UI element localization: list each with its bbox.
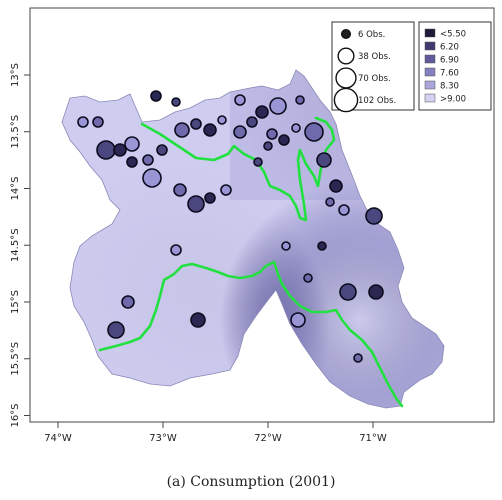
observation-circle xyxy=(126,156,138,168)
observation-circle xyxy=(281,241,291,251)
observation-circle xyxy=(107,321,125,339)
y-tick-label: 13.5°S xyxy=(10,115,21,149)
observation-circle xyxy=(121,295,135,309)
plot-frame xyxy=(29,7,495,423)
size-legend-symbol xyxy=(333,87,359,113)
observation-circle xyxy=(220,184,232,196)
color-legend-swatch xyxy=(424,67,436,77)
color-legend-label: <5.50 xyxy=(440,30,466,40)
size-legend-label: 6 Obs. xyxy=(358,30,385,40)
observation-circle xyxy=(290,312,306,328)
observation-circle xyxy=(338,204,350,216)
y-tick-label: 15.5°S xyxy=(10,342,21,376)
observation-circle xyxy=(317,241,327,251)
figure-caption: (a) Consumption (2001) xyxy=(166,474,336,490)
observation-circle xyxy=(142,168,162,188)
observation-circle xyxy=(150,90,162,102)
size-legend-label: 102 Obs. xyxy=(358,96,396,106)
size-legend-symbol xyxy=(337,47,355,65)
size-legend-label: 70 Obs. xyxy=(358,74,391,84)
x-tick-label: 74°W xyxy=(44,433,72,444)
observation-circle xyxy=(92,116,104,128)
observation-circle xyxy=(203,123,217,137)
observation-circle xyxy=(217,115,227,125)
y-tick-label: 16°S xyxy=(10,403,21,427)
observation-circle xyxy=(96,140,116,160)
observation-circle xyxy=(329,179,343,193)
observation-circle xyxy=(266,128,278,140)
observation-circle xyxy=(255,105,269,119)
observation-circle xyxy=(156,144,168,156)
y-tick-label: 14.5°S xyxy=(10,228,21,262)
observation-circle xyxy=(234,94,246,106)
observation-circle xyxy=(173,183,187,197)
observation-circle xyxy=(190,118,202,130)
observation-circle xyxy=(368,284,384,300)
observation-circle xyxy=(124,136,140,152)
observation-circle xyxy=(190,312,206,328)
observation-circle xyxy=(171,97,181,107)
color-legend-label: 8.30 xyxy=(440,82,459,92)
color-legend-swatch xyxy=(424,41,436,51)
observation-circle xyxy=(174,122,190,138)
observation-circle xyxy=(263,141,273,151)
observation-circle xyxy=(233,125,247,139)
observation-circle xyxy=(187,195,205,213)
y-axis: 13°S 13.5°S 14°S 14.5°S 15°S 15.5°S 16°S xyxy=(10,63,30,428)
observation-circle xyxy=(269,97,287,115)
x-tick-label: 72°W xyxy=(254,433,282,444)
x-tick-label: 73°W xyxy=(149,433,177,444)
observation-circle xyxy=(325,197,335,207)
x-tick-label: 71°W xyxy=(359,433,387,444)
observation-circle xyxy=(304,122,324,142)
size-legend-symbol xyxy=(335,67,357,89)
y-tick-label: 14°S xyxy=(10,176,21,200)
color-legend-swatch xyxy=(424,54,436,64)
observation-circle xyxy=(77,116,89,128)
observation-circle xyxy=(246,116,258,128)
size-legend-label: 38 Obs. xyxy=(358,52,391,62)
observation-circles xyxy=(77,90,384,363)
observation-circle xyxy=(204,192,216,204)
observation-circle xyxy=(142,154,154,166)
observation-circle xyxy=(113,143,127,157)
observation-circle xyxy=(303,273,313,283)
x-axis: 74°W 73°W 72°W 71°W xyxy=(44,422,387,444)
observation-circle xyxy=(278,134,290,146)
size-legend-symbol xyxy=(340,28,352,40)
color-legend-label: 6.20 xyxy=(440,43,459,53)
observation-circle xyxy=(353,353,363,363)
observation-circle xyxy=(291,123,301,133)
observation-circle xyxy=(170,244,182,256)
color-legend-label: >9.00 xyxy=(440,95,466,105)
observation-circle xyxy=(339,283,357,301)
color-legend-swatch xyxy=(424,80,436,90)
observation-circle xyxy=(253,157,263,167)
size-legend: 6 Obs. 38 Obs. 70 Obs. 102 Obs. xyxy=(331,21,415,113)
color-legend-swatch xyxy=(424,28,436,38)
observation-circle xyxy=(365,207,383,225)
boundary-south-west xyxy=(98,260,404,408)
color-legend: <5.50 6.20 6.90 7.60 8.30 >9.00 xyxy=(418,21,492,111)
y-tick-label: 15°S xyxy=(10,290,21,314)
color-legend-label: 7.60 xyxy=(440,69,459,79)
color-legend-swatch xyxy=(424,93,436,103)
observation-circle xyxy=(316,152,332,168)
observation-circle xyxy=(295,95,305,105)
color-legend-label: 6.90 xyxy=(440,56,459,66)
y-tick-label: 13°S xyxy=(10,63,21,87)
region-outline xyxy=(61,69,445,409)
